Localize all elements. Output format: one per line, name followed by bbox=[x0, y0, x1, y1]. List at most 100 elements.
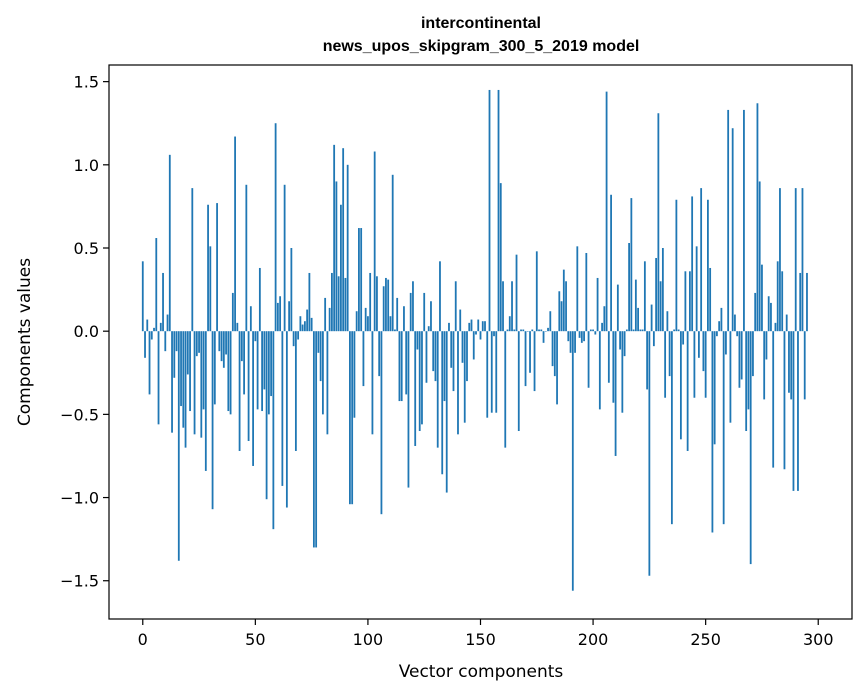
bar bbox=[664, 331, 667, 398]
bar bbox=[736, 331, 739, 337]
bar bbox=[303, 321, 306, 332]
x-tick-label: 0 bbox=[138, 630, 148, 649]
bar bbox=[648, 331, 651, 576]
bar bbox=[675, 199, 678, 332]
bar bbox=[571, 331, 574, 591]
bar bbox=[146, 319, 149, 332]
bar bbox=[306, 309, 309, 332]
bar bbox=[628, 243, 631, 332]
bar bbox=[157, 331, 160, 425]
bar bbox=[319, 331, 322, 382]
bar bbox=[625, 329, 628, 332]
bar bbox=[240, 331, 243, 362]
bar bbox=[162, 272, 164, 332]
bar bbox=[342, 148, 345, 332]
bar bbox=[200, 331, 203, 438]
bar bbox=[425, 331, 428, 383]
x-tick-label: 100 bbox=[353, 630, 384, 649]
y-tick-label: 0.5 bbox=[74, 239, 99, 258]
bar bbox=[659, 281, 662, 332]
bar bbox=[189, 331, 191, 412]
bar bbox=[238, 331, 241, 451]
bar bbox=[508, 316, 511, 332]
bar bbox=[175, 331, 178, 352]
bar bbox=[353, 331, 356, 418]
bar bbox=[598, 331, 601, 410]
bar bbox=[191, 188, 194, 332]
bar bbox=[499, 183, 502, 332]
bar bbox=[252, 331, 254, 466]
bar bbox=[749, 331, 752, 565]
bar bbox=[409, 292, 412, 332]
bar bbox=[222, 331, 225, 368]
bar bbox=[261, 331, 264, 412]
bar bbox=[650, 304, 653, 332]
bar bbox=[405, 331, 408, 395]
bar bbox=[403, 306, 405, 332]
bar bbox=[477, 319, 480, 332]
bar bbox=[490, 331, 493, 413]
bar bbox=[144, 331, 146, 358]
bar bbox=[294, 331, 297, 451]
bar bbox=[315, 331, 318, 548]
x-tick-label: 200 bbox=[578, 630, 609, 649]
bar bbox=[292, 331, 295, 347]
bar bbox=[758, 181, 761, 332]
bar bbox=[614, 331, 617, 456]
bar bbox=[497, 89, 500, 332]
bar bbox=[731, 128, 734, 332]
x-tick-label: 250 bbox=[690, 630, 721, 649]
bar bbox=[227, 331, 230, 412]
bar bbox=[481, 321, 484, 332]
bar bbox=[457, 331, 459, 435]
bar bbox=[756, 103, 759, 332]
bar bbox=[707, 199, 709, 332]
bar bbox=[236, 322, 239, 332]
bar bbox=[418, 331, 421, 432]
bar bbox=[551, 331, 554, 367]
bar bbox=[495, 331, 498, 413]
bar bbox=[391, 174, 394, 332]
bar bbox=[785, 314, 788, 332]
bar bbox=[565, 281, 567, 332]
x-tick-label: 50 bbox=[245, 630, 265, 649]
bar bbox=[202, 331, 205, 410]
bar bbox=[779, 188, 781, 332]
bar bbox=[432, 331, 435, 372]
bar bbox=[468, 322, 471, 332]
bar bbox=[511, 281, 513, 332]
bar bbox=[513, 329, 516, 332]
bar bbox=[504, 331, 507, 448]
bar bbox=[792, 331, 795, 491]
bar bbox=[794, 188, 797, 332]
bar bbox=[171, 331, 173, 433]
bar bbox=[720, 307, 723, 332]
bar bbox=[430, 301, 432, 332]
bar bbox=[788, 331, 790, 393]
bar bbox=[193, 331, 196, 435]
bar bbox=[195, 331, 198, 357]
bar bbox=[538, 329, 540, 332]
bar bbox=[752, 331, 754, 377]
bar bbox=[556, 331, 558, 405]
bar bbox=[166, 314, 169, 332]
bar bbox=[463, 331, 466, 423]
bar bbox=[371, 331, 374, 435]
bar bbox=[254, 331, 257, 342]
bar bbox=[283, 184, 286, 332]
bar bbox=[711, 331, 714, 533]
bar bbox=[709, 267, 712, 332]
bar bbox=[632, 329, 635, 332]
bar bbox=[693, 331, 696, 398]
bar bbox=[427, 326, 430, 332]
bar bbox=[610, 194, 612, 332]
bar bbox=[346, 164, 349, 332]
bar bbox=[198, 331, 200, 353]
bar bbox=[646, 331, 649, 390]
bar bbox=[153, 327, 155, 332]
bar bbox=[234, 136, 236, 332]
bar bbox=[700, 188, 703, 332]
bar bbox=[763, 331, 766, 400]
bar bbox=[396, 297, 399, 332]
